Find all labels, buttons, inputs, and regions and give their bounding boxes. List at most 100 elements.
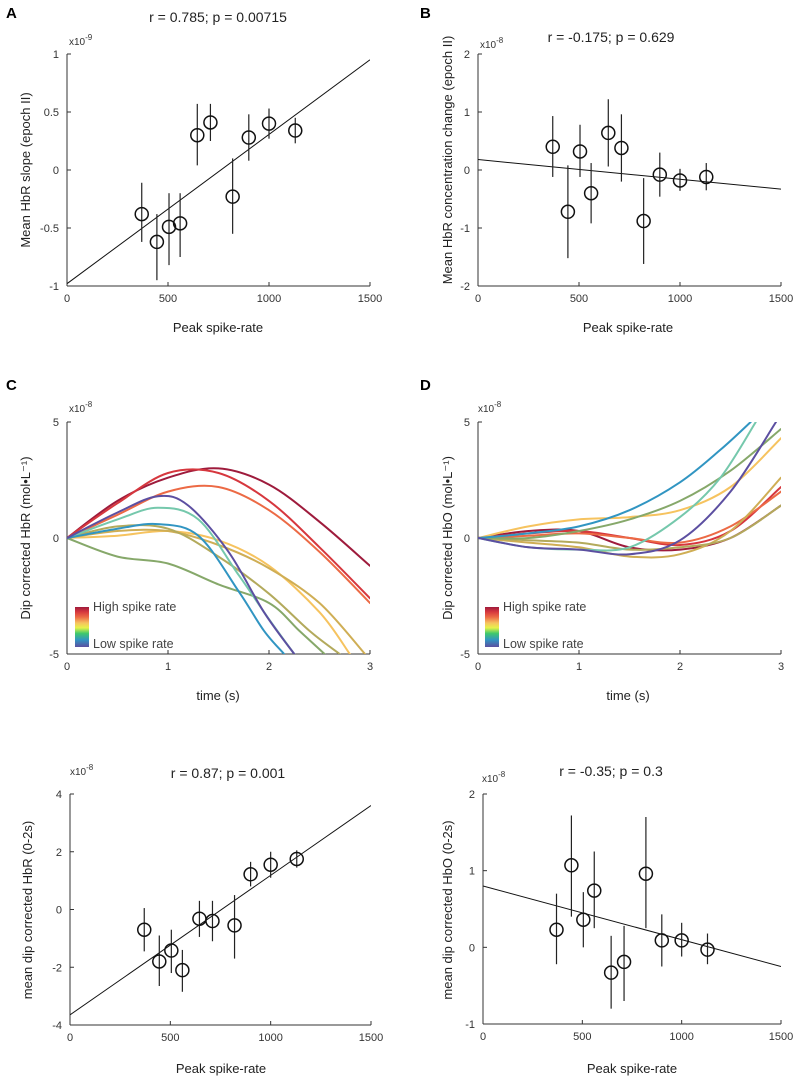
series-line	[67, 524, 341, 654]
data-point	[243, 867, 258, 882]
y-tick-label: 2	[56, 847, 62, 859]
data-point	[583, 185, 599, 201]
panel-letter: C	[6, 377, 17, 394]
x-axis-label: Peak spike-rate	[176, 1061, 266, 1076]
data-point	[172, 216, 188, 231]
y-tick-label: -5	[49, 649, 59, 661]
panel-f: r = -0.35; p = 0.3 x10-8 Peak spike-rate…	[440, 763, 793, 1076]
y-tick-label: 2	[464, 49, 470, 61]
y-tick-label: 1	[464, 107, 470, 119]
panel-letter: A	[6, 5, 17, 22]
x-tick-label: 0	[480, 1031, 486, 1043]
data-point	[616, 954, 632, 970]
series-line	[478, 422, 752, 539]
data-point	[152, 954, 167, 969]
data-point	[289, 851, 305, 867]
data-point	[545, 139, 560, 155]
data-point	[638, 866, 654, 881]
y-axis-label: Dip corrected HbR (mol•L⁻¹)	[18, 456, 33, 619]
y-exponent: x10-8	[482, 770, 506, 785]
x-tick-label: 500	[161, 1032, 179, 1044]
y-tick-label: 4	[56, 789, 62, 801]
x-tick-label: 500	[570, 293, 588, 305]
series-line	[67, 537, 326, 654]
series-line	[67, 494, 296, 654]
y-tick-label: 0	[469, 942, 475, 954]
y-tick-label: 0	[53, 533, 59, 545]
data-point	[175, 962, 190, 978]
y-tick-label: 5	[464, 417, 470, 429]
data-point	[288, 123, 303, 138]
y-axis-label: mean dip corrected HbO (0-2s)	[440, 820, 455, 999]
data-point	[636, 213, 651, 229]
y-exponent: x10-9	[69, 33, 93, 48]
x-tick-label: 500	[573, 1031, 591, 1043]
data-point	[603, 965, 619, 980]
y-axis-label: Mean HbR concentration change (epoch II)	[440, 36, 455, 285]
data-point	[560, 204, 576, 220]
y-axis-label: mean dip corrected HbR (0-2s)	[20, 821, 35, 999]
series-line	[67, 468, 370, 600]
y-tick-label: 5	[53, 417, 59, 429]
chart-title: r = 0.87; p = 0.001	[171, 765, 286, 781]
legend-colorbar	[485, 607, 499, 647]
x-tick-label: 1000	[668, 293, 692, 305]
x-axis-label: Peak spike-rate	[173, 320, 263, 335]
y-tick-label: -2	[52, 962, 62, 974]
y-tick-label: -5	[460, 649, 470, 661]
y-tick-label: 0	[53, 165, 59, 177]
regression-line	[478, 159, 781, 190]
data-point	[587, 883, 602, 898]
data-point	[572, 144, 588, 159]
panel-e: r = 0.87; p = 0.001 x10-8 Peak spike-rat…	[20, 763, 383, 1076]
legend-high-label: High spike rate	[503, 600, 586, 614]
x-tick-label: 0	[67, 1032, 73, 1044]
y-tick-label: -2	[460, 281, 470, 293]
series-line	[478, 428, 781, 540]
legend-low-label: Low spike rate	[93, 637, 174, 651]
y-tick-label: 2	[469, 789, 475, 801]
data-point	[263, 857, 278, 872]
regression-line	[70, 805, 371, 1016]
data-point	[261, 116, 277, 131]
y-tick-label: -1	[465, 1019, 475, 1031]
spike-rate-legend: High spike rate Low spike rate	[75, 600, 176, 651]
panel-letter: D	[420, 377, 431, 394]
x-tick-label: 0	[475, 661, 481, 673]
x-tick-label: 1500	[769, 1031, 793, 1043]
x-tick-label: 3	[367, 661, 373, 673]
x-tick-label: 2	[266, 661, 272, 673]
data-point	[614, 140, 629, 156]
y-tick-label: -0.5	[40, 223, 59, 235]
y-tick-label: 0	[56, 905, 62, 917]
y-axis-label: Dip corrected HbO (mol•L⁻¹)	[440, 456, 455, 620]
data-point	[700, 942, 715, 957]
legend-high-label: High spike rate	[93, 600, 176, 614]
x-tick-label: 2	[677, 661, 683, 673]
data-point	[576, 912, 591, 927]
y-tick-label: 0.5	[44, 107, 59, 119]
x-tick-label: 500	[159, 293, 177, 305]
series-line	[67, 522, 286, 654]
panel-b: B r = -0.175; p = 0.629 x10-8 Peak spike…	[420, 5, 793, 335]
panel-c: C x10-8 time (s) Dip corrected HbR (mol•…	[6, 377, 373, 703]
data-point	[227, 918, 242, 933]
chart-title: r = -0.175; p = 0.629	[548, 29, 675, 45]
x-axis-label: time (s)	[606, 688, 649, 703]
x-tick-label: 1	[576, 661, 582, 673]
x-axis-label: Peak spike-rate	[583, 320, 673, 335]
x-tick-label: 1000	[258, 1032, 282, 1044]
y-tick-label: -1	[49, 281, 59, 293]
x-tick-label: 1	[165, 661, 171, 673]
legend-low-label: Low spike rate	[503, 637, 584, 651]
chart-title: r = 0.785; p = 0.00715	[149, 9, 287, 25]
y-tick-label: 1	[469, 866, 475, 878]
data-point	[149, 234, 165, 250]
x-tick-label: 0	[475, 293, 481, 305]
x-axis-label: time (s)	[196, 688, 239, 703]
regression-line	[67, 59, 370, 285]
x-tick-label: 1500	[358, 293, 382, 305]
panel-d: D x10-8 time (s) Dip corrected HbO (mol•…	[420, 377, 784, 703]
y-tick-label: -1	[460, 223, 470, 235]
series-line	[67, 467, 370, 567]
